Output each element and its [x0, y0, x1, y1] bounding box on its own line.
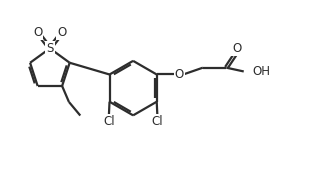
Text: Cl: Cl [103, 115, 115, 128]
Text: O: O [33, 26, 42, 39]
Text: OH: OH [252, 65, 270, 78]
Text: S: S [46, 42, 54, 55]
Text: O: O [175, 68, 184, 81]
Text: O: O [57, 26, 67, 39]
Text: Cl: Cl [152, 115, 163, 128]
Text: O: O [232, 42, 242, 55]
